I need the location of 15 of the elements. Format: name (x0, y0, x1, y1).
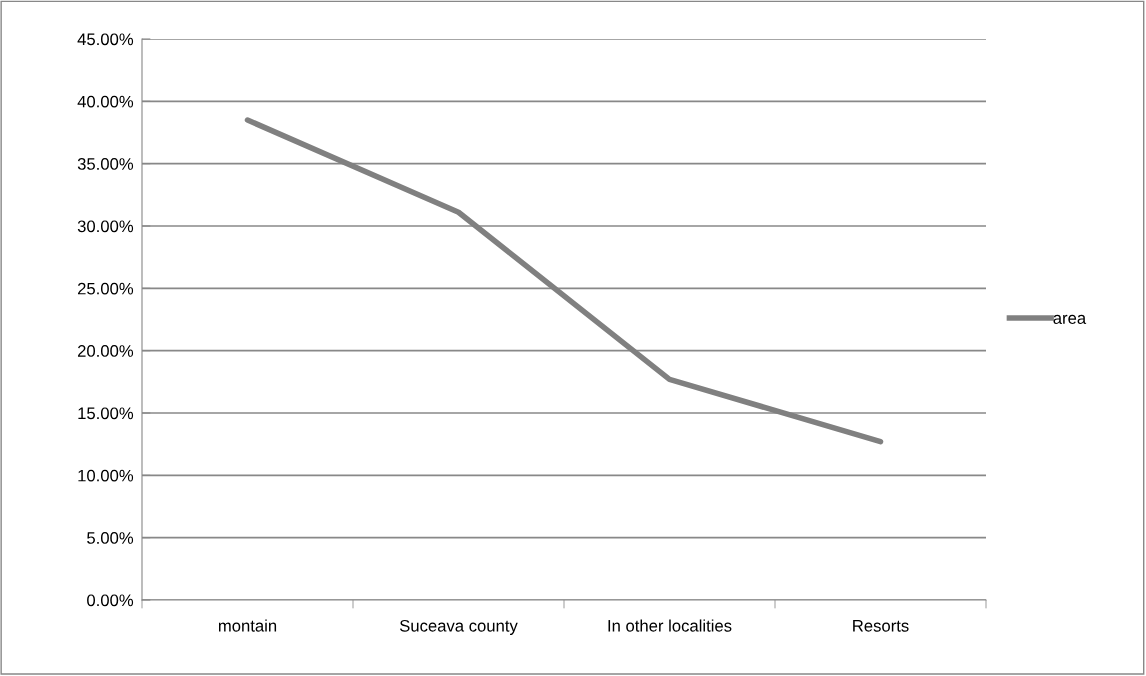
x-tick-label: Resorts (853, 620, 909, 632)
y-tick-label: 25.00% (77, 282, 134, 295)
y-tick-label: 30.00% (77, 220, 134, 233)
x-tick-label: montain (218, 619, 277, 632)
x-tick-label: In other localities (608, 619, 732, 632)
legend-label: area (1053, 314, 1087, 324)
y-tick-label: 20.00% (77, 345, 134, 357)
y-tick-label: 5.00% (87, 532, 134, 544)
y-tick-label: 45.00% (77, 33, 134, 46)
y-tick-label: 40.00% (77, 95, 134, 108)
y-tick-label: 15.00% (78, 407, 134, 420)
y-tick-label: 0.00% (87, 594, 134, 607)
y-tick-label: 10.00% (78, 469, 134, 482)
x-tick-label: Suceava county (399, 619, 518, 635)
y-tick-label: 35.00% (77, 158, 134, 170)
